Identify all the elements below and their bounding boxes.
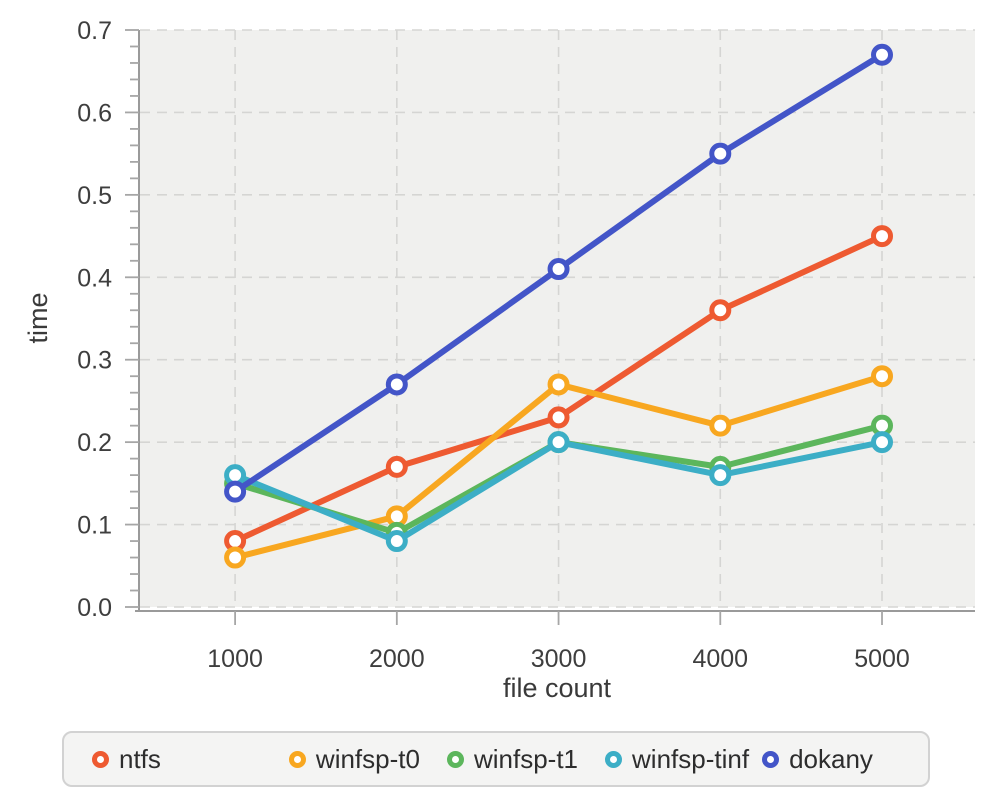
legend-item-winfsp-t1[interactable]: winfsp-t1 xyxy=(446,743,579,775)
data-point-winfsp-t0 xyxy=(224,546,247,569)
data-point-winfsp-tinf xyxy=(385,530,408,553)
y-tick-label: 0.3 xyxy=(77,347,112,375)
x-tick-label: 4000 xyxy=(692,645,748,673)
legend-label: dokany xyxy=(789,743,873,774)
data-point-winfsp-tinf xyxy=(709,464,732,487)
data-point-dokany xyxy=(385,373,408,396)
plot-background xyxy=(140,30,975,607)
legend-ring-icon xyxy=(288,750,306,768)
legend-label: ntfs xyxy=(119,743,161,774)
x-tick-label: 3000 xyxy=(531,645,587,673)
legend-item-winfsp-t0[interactable]: winfsp-t0 xyxy=(288,743,420,775)
legend-label: winfsp-t1 xyxy=(473,743,579,774)
legend-item-dokany[interactable]: dokany xyxy=(762,744,873,775)
data-point-dokany xyxy=(547,258,570,281)
data-point-ntfs xyxy=(385,455,408,478)
legend-ring-icon xyxy=(605,750,623,768)
y-tick-label: 0.6 xyxy=(77,99,112,127)
legend-ring-icon xyxy=(762,750,780,768)
legend-label: winfsp-t0 xyxy=(315,743,420,774)
data-point-winfsp-tinf xyxy=(871,431,894,454)
legend: ntfs winfsp-t0 winfsp-t1 winfsp-tinf dokany xyxy=(62,731,930,787)
data-point-dokany xyxy=(871,43,894,66)
data-point-winfsp-t0 xyxy=(709,414,732,437)
x-axis-title: file count xyxy=(503,673,612,703)
y-tick-label: 0.4 xyxy=(77,264,112,292)
legend-item-ntfs[interactable]: ntfs xyxy=(92,744,161,775)
legend-label: winfsp-tinf xyxy=(632,743,750,774)
x-tick-label: 1000 xyxy=(207,645,263,673)
data-point-ntfs xyxy=(547,406,570,429)
x-tick-label: 2000 xyxy=(369,645,425,673)
legend-ring-icon xyxy=(446,750,464,768)
legend-item-winfsp-tinf[interactable]: winfsp-tinf xyxy=(605,744,749,775)
data-point-ntfs xyxy=(709,299,732,322)
line-chart: 0.0 0.1 0.2 0.3 0.4 0.5 0.6 0.7 1000 2000 3000 4000… xyxy=(23,17,975,703)
y-tick-label: 0.0 xyxy=(77,594,112,622)
y-tick-label: 0.1 xyxy=(77,512,112,540)
plot-layer: 0.0 0.1 0.2 0.3 0.4 0.5 0.6 0.7 1000 2000 3000 4000… xyxy=(77,17,975,673)
legend-ring-icon xyxy=(92,750,109,768)
data-point-dokany xyxy=(709,142,732,165)
y-tick-label: 0.5 xyxy=(77,182,112,210)
data-point-winfsp-tinf xyxy=(547,431,570,454)
data-point-winfsp-t0 xyxy=(871,365,894,388)
data-point-winfsp-t0 xyxy=(547,373,570,396)
x-tick-label: 5000 xyxy=(854,645,910,673)
y-tick-label: 0.7 xyxy=(77,17,112,45)
data-point-dokany xyxy=(224,480,247,503)
data-point-ntfs xyxy=(871,225,894,248)
y-axis-title: time xyxy=(23,292,53,343)
y-tick-label: 0.2 xyxy=(77,429,112,457)
